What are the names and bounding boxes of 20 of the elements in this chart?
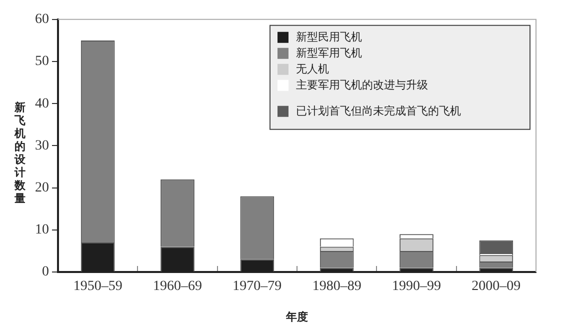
legend-label: 无人机 [296,62,329,76]
legend-label: 新型军用飞机 [296,46,362,60]
y-tick-label: 50 [35,54,49,70]
x-tick-label: 1950–59 [73,279,122,294]
y-tick-label: 0 [42,264,49,280]
x-tick-label: 1980–89 [312,279,362,294]
y-tick-label: 10 [35,222,49,238]
y-tick-label: 60 [35,12,49,28]
y-tick-label: 20 [35,180,49,196]
x-tick-label: 1960–69 [153,279,202,294]
legend-label: 主要军用飞机的改进与升级 [296,78,428,92]
x-axis-title: 年度 [285,310,308,324]
legend-label: 新型民用飞机 [296,30,362,44]
legend-label: 已计划首飞但尚未完成首飞的飞机 [296,104,461,118]
x-tick-label: 1990–99 [392,279,441,294]
x-tick-label: 1970–79 [232,279,282,294]
x-tick-label: 2000–09 [472,279,521,294]
y-axis-title: 新飞机的设计数量 [13,101,26,205]
y-tick-label: 40 [35,96,49,112]
y-tick-label: 30 [35,138,49,154]
